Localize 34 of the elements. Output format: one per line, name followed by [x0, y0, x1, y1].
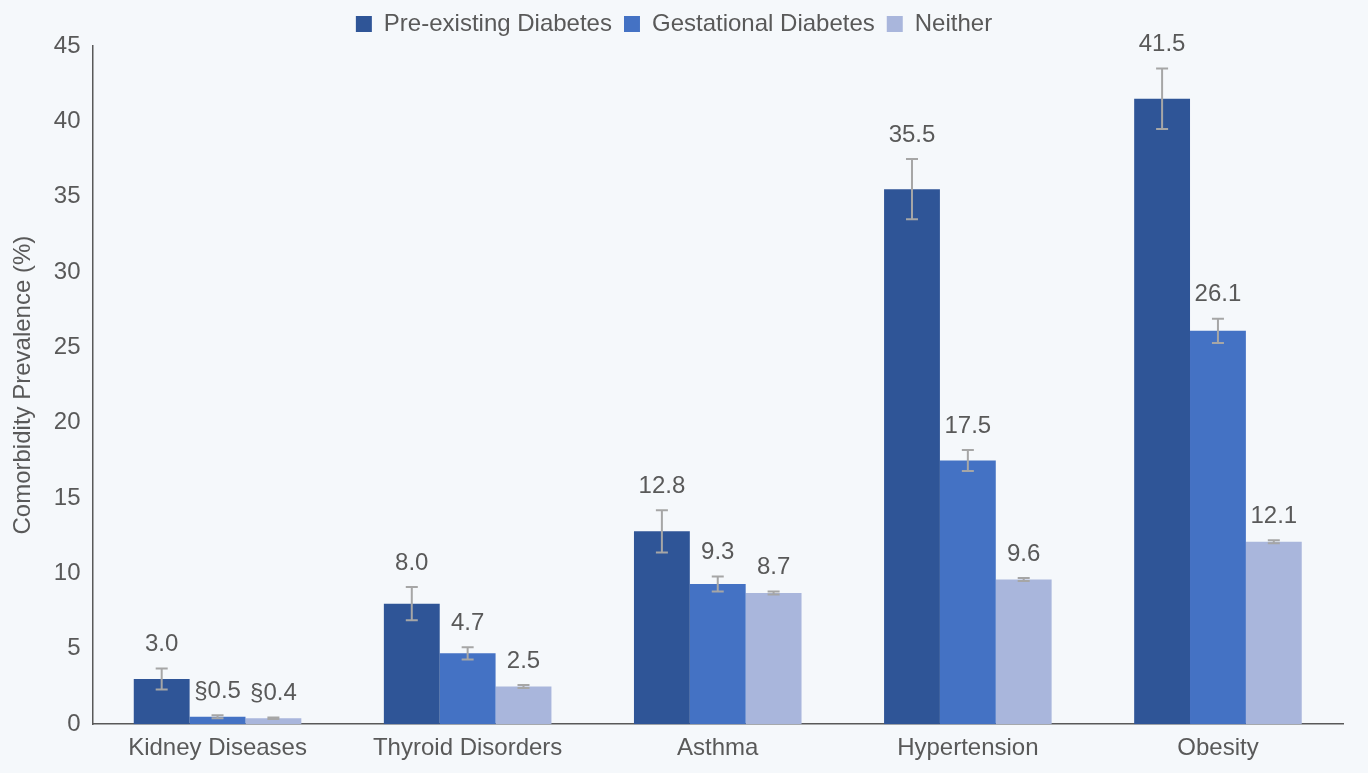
- legend-label: Gestational Diabetes: [651, 8, 875, 36]
- y-axis-title: Comorbidity Prevalence (%): [8, 235, 36, 535]
- data-label: 8.7: [756, 552, 791, 580]
- data-label: §0.5: [194, 675, 241, 703]
- y-tick-label: 40: [53, 105, 81, 133]
- x-tick-label: Thyroid Disorders: [372, 733, 563, 761]
- y-tick-label: 10: [53, 558, 81, 586]
- data-label: 9.6: [1007, 538, 1041, 566]
- y-tick-label: 5: [67, 633, 81, 661]
- data-label: 35.5: [888, 119, 936, 147]
- y-tick-label: 45: [53, 30, 81, 58]
- y-tick-label: 0: [67, 708, 81, 736]
- data-label: 3.0: [145, 629, 179, 657]
- y-tick-label: 20: [53, 407, 81, 435]
- legend-label: Pre-existing Diabetes: [383, 8, 612, 36]
- data-label: 12.8: [638, 470, 686, 498]
- x-tick-label: Kidney Diseases: [128, 733, 307, 761]
- y-tick-label: 15: [53, 482, 81, 510]
- data-label: 26.1: [1194, 279, 1242, 307]
- data-label: 8.0: [395, 547, 429, 575]
- data-label: 4.7: [450, 607, 485, 635]
- y-tick-label: 30: [53, 256, 81, 284]
- data-label: 2.5: [506, 645, 541, 673]
- y-tick-label: 25: [53, 332, 81, 360]
- x-tick-label: Hypertension: [897, 733, 1039, 761]
- x-tick-label: Obesity: [1177, 733, 1259, 761]
- x-tick-label: Asthma: [677, 733, 760, 761]
- data-label: 12.1: [1250, 500, 1298, 528]
- data-label: §0.4: [250, 678, 297, 706]
- data-label: 41.5: [1138, 29, 1186, 57]
- y-tick-label: 35: [53, 181, 81, 209]
- legend-label: Neither: [914, 8, 993, 36]
- data-label: 17.5: [944, 410, 992, 438]
- data-label: 9.3: [701, 537, 735, 565]
